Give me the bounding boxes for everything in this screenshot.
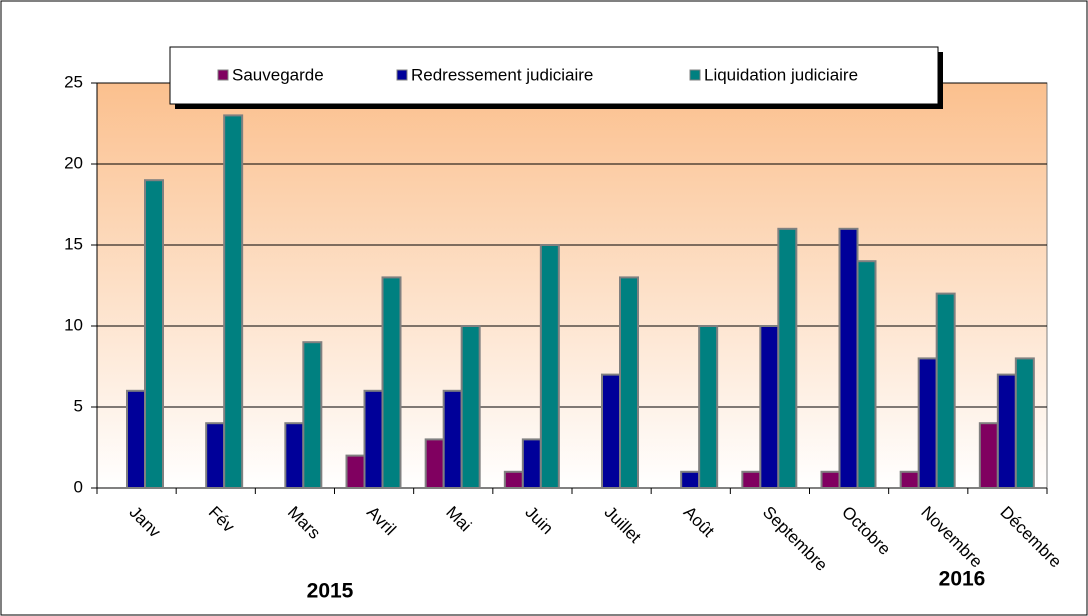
y-tick-label: 10 — [64, 315, 83, 334]
bar — [284, 422, 305, 490]
bar — [363, 389, 384, 489]
bar — [601, 373, 621, 490]
bar — [521, 438, 542, 489]
bar — [935, 292, 956, 489]
bar — [698, 325, 719, 489]
bar — [126, 389, 146, 489]
bar — [759, 325, 780, 489]
bar — [345, 454, 366, 490]
bar — [424, 438, 445, 489]
bar — [302, 341, 323, 490]
bar — [144, 179, 164, 489]
legend-swatch — [217, 69, 229, 81]
y-tick-label: 15 — [64, 234, 83, 253]
y-tick-label: 25 — [64, 72, 83, 91]
bar — [741, 470, 762, 489]
bar — [223, 114, 244, 490]
bar — [899, 470, 920, 489]
bar — [996, 373, 1017, 490]
y-tick-label: 5 — [74, 396, 83, 415]
plot-area — [96, 82, 1048, 489]
legend — [169, 46, 939, 105]
bar — [856, 260, 877, 490]
bar — [820, 470, 841, 489]
annotation: 2015 — [307, 580, 354, 603]
legend-swatch — [689, 69, 701, 81]
legend-label: Redressement judiciaire — [411, 65, 593, 84]
bar — [381, 276, 402, 489]
bar — [503, 470, 524, 489]
bar — [838, 227, 859, 490]
legend-swatch — [396, 69, 408, 81]
bar — [619, 276, 639, 489]
bar — [917, 357, 938, 489]
y-tick-label: 0 — [74, 477, 83, 496]
bar — [539, 244, 560, 489]
bar — [978, 422, 999, 490]
bar — [680, 470, 701, 489]
y-tick-label: 20 — [64, 153, 83, 172]
legend-label: Liquidation judiciaire — [704, 65, 858, 84]
bar — [442, 389, 463, 489]
bar — [1014, 357, 1035, 489]
annotation: 2016 — [939, 568, 986, 591]
bar — [777, 227, 798, 490]
bar — [205, 422, 226, 490]
legend-label: Sauvegarde — [232, 65, 324, 84]
bar — [460, 325, 481, 489]
